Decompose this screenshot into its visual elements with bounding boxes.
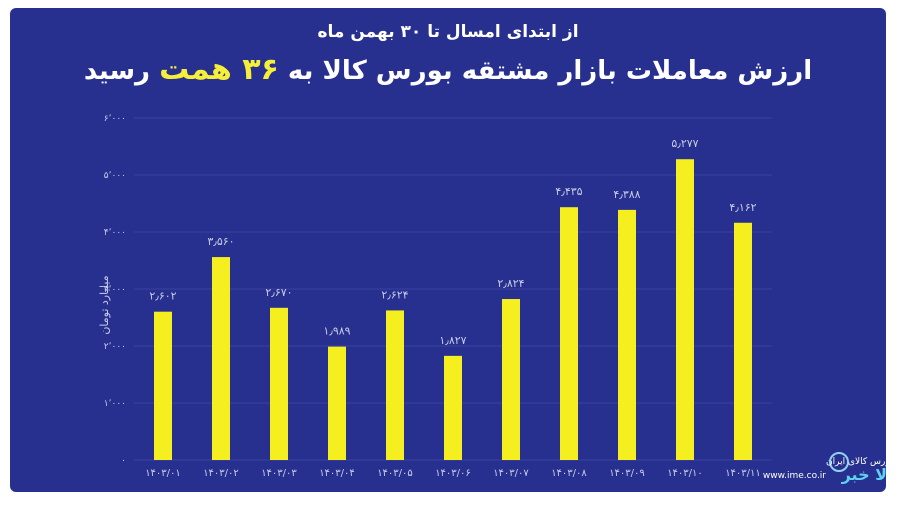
x-tick-label: ۱۴۰۳/۰۴ <box>319 468 355 479</box>
value-label: ۵٫۲۷۷ <box>671 137 698 150</box>
header: از ابتدای امسال تا ۳۰ بهمن ماه ارزش معام… <box>10 22 886 87</box>
bar <box>676 159 694 460</box>
logo-name: بورس کالای ایران <box>826 457 886 467</box>
value-label: ۲٫۶۰۲ <box>149 290 176 303</box>
value-label: ۳٫۵۶۰ <box>207 235 234 248</box>
title-highlight: ۳۶ همت <box>159 52 279 87</box>
y-tick-label: ۵٬۰۰۰ <box>104 171 126 181</box>
value-label: ۲٫۶۷۰ <box>265 286 292 299</box>
value-label: ۴٫۴۳۵ <box>555 185 582 198</box>
y-tick-label: ۳٬۰۰۰ <box>104 285 126 295</box>
value-label: ۱٫۹۸۹ <box>323 325 350 338</box>
bar <box>618 209 636 460</box>
subtitle: از ابتدای امسال تا ۳۰ بهمن ماه <box>317 22 579 42</box>
y-tick-label: ۴٬۰۰۰ <box>104 228 126 238</box>
x-tick-label: ۱۴۰۳/۰۸ <box>551 468 587 479</box>
bar <box>154 311 172 460</box>
y-tick-label: ۰ <box>121 456 126 466</box>
value-label: ۱٫۸۲۷ <box>439 334 466 347</box>
title: ارزش معاملات بازار مشتقه بورس کالا به ۳۶… <box>10 52 886 87</box>
x-tick-label: ۱۴۰۳/۰۵ <box>377 468 413 479</box>
panel: از ابتدای امسال تا ۳۰ بهمن ماه ارزش معام… <box>10 8 886 492</box>
x-tick-label: ۱۴۰۳/۱۰ <box>667 468 703 479</box>
x-tick-label: ۱۴۰۳/۰۳ <box>261 468 297 479</box>
logo-url: www.ime.co.ir <box>763 471 826 481</box>
bar <box>560 207 578 460</box>
y-tick-label: ۱٬۰۰۰ <box>104 399 126 409</box>
x-tick-label: ۱۴۰۳/۰۱ <box>145 468 181 479</box>
x-tick-label: ۱۴۰۳/۰۲ <box>203 468 239 479</box>
y-tick-label: ۶٬۰۰۰ <box>104 114 126 124</box>
x-tick-label: ۱۴۰۳/۰۹ <box>609 468 645 479</box>
logo-icon <box>829 452 849 472</box>
bar <box>212 257 230 460</box>
x-tick-label: ۱۴۰۳/۱۱ <box>725 468 761 479</box>
bar <box>270 307 288 460</box>
bar <box>386 310 404 460</box>
value-label: ۴٫۳۸۸ <box>613 188 640 201</box>
value-label: ۴٫۱۶۲ <box>729 201 756 214</box>
value-label: ۲٫۸۲۴ <box>497 277 524 290</box>
chart: میلیارد تومان بورس کالای ایران www.ime.c… <box>98 114 886 484</box>
title-end: رسید <box>83 56 151 86</box>
value-label: ۲٫۶۲۴ <box>381 288 408 301</box>
bar <box>444 355 462 460</box>
brand: کالا خبر <box>841 465 886 484</box>
y-axis-label: میلیارد تومان <box>98 275 111 334</box>
bar <box>734 222 752 460</box>
bar <box>328 346 346 460</box>
x-tick-label: ۱۴۰۳/۰۶ <box>435 468 471 479</box>
y-tick-label: ۲٬۰۰۰ <box>104 342 126 352</box>
bar <box>502 299 520 460</box>
x-tick-label: ۱۴۰۳/۰۷ <box>493 468 529 479</box>
title-start: ارزش معاملات بازار مشتقه بورس کالا به <box>287 56 813 86</box>
